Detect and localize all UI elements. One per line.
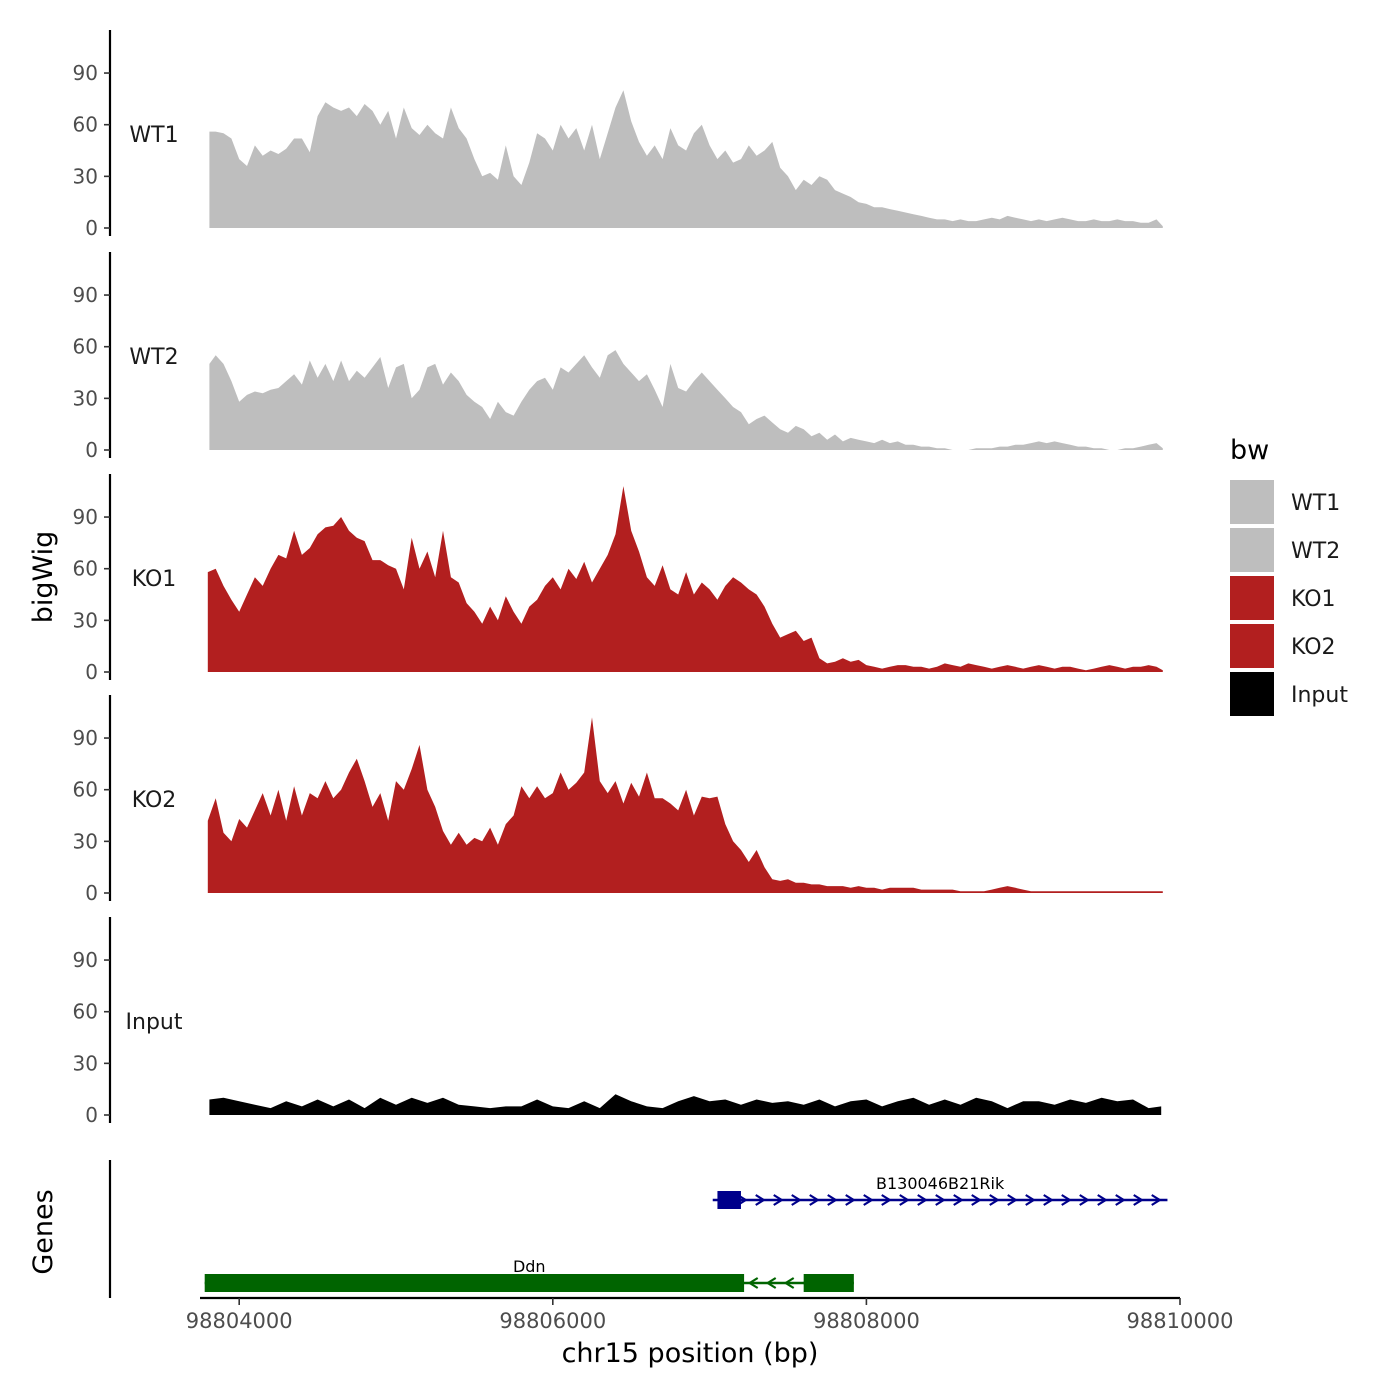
track-input: 0 30 60 90 Input: [73, 917, 1162, 1127]
strand-arrow: [881, 1194, 892, 1206]
legend: bw WT1 WT2 KO1 KO2 Input: [1230, 435, 1348, 716]
area-ko1: [207, 486, 1163, 672]
strand-arrow: [935, 1194, 946, 1206]
legend-key-wt1: [1230, 480, 1274, 524]
track-wt2: 0 30 60 90 WT2: [73, 252, 1163, 462]
y-tick-label: 30: [73, 386, 98, 410]
y-tick-label: 0: [85, 438, 98, 462]
y-tick-label: 0: [85, 881, 98, 905]
track-label: KO1: [132, 567, 177, 592]
strand-arrow: [863, 1194, 874, 1206]
y-tick-label: 60: [73, 557, 98, 581]
y-tick-label: 90: [73, 948, 98, 972]
y-tick-label: 60: [73, 335, 98, 359]
y-tick-label: 0: [85, 1103, 98, 1127]
y-axis-title: bigWig: [28, 531, 59, 624]
x-tick-label: 98810000: [1127, 1309, 1234, 1333]
y-tick-label: 90: [73, 726, 98, 750]
legend-label-ko2: KO2: [1291, 635, 1336, 660]
x-tick-label: 98806000: [499, 1309, 606, 1333]
strand-arrow: [1115, 1194, 1126, 1206]
legend-key-wt2: [1230, 528, 1274, 572]
gene-label: Ddn: [513, 1257, 546, 1276]
legend-key-input: [1230, 672, 1274, 716]
y-tick-label: 30: [73, 829, 98, 853]
exon: [204, 1274, 745, 1292]
y-tick-label: 90: [73, 61, 98, 85]
y-tick-label: 0: [85, 660, 98, 684]
strand-arrow: [1133, 1194, 1144, 1206]
legend-key-ko2: [1230, 624, 1274, 668]
strand-arrow: [1025, 1194, 1036, 1206]
strand-arrow: [791, 1194, 802, 1206]
y-tick-label: 0: [85, 216, 98, 240]
strand-arrow: [989, 1194, 1000, 1206]
area-wt1: [209, 90, 1163, 228]
y-tick-label: 30: [73, 1051, 98, 1075]
strand-arrow: [809, 1194, 820, 1206]
strand-arrow: [953, 1194, 964, 1206]
strand-arrow: [1061, 1194, 1072, 1206]
strand-arrow: [1007, 1194, 1018, 1206]
legend-label-wt2: WT2: [1291, 539, 1340, 564]
y-tick-label: 30: [73, 164, 98, 188]
y-tick-label: 30: [73, 608, 98, 632]
track-label: WT2: [129, 345, 178, 370]
strand-arrow: [747, 1277, 759, 1289]
gene-label: B130046B21Rik: [876, 1174, 1005, 1193]
genes-axis-title: Genes: [28, 1189, 59, 1274]
strand-arrow: [1151, 1194, 1162, 1206]
strand-arrow: [845, 1194, 856, 1206]
track-wt1: 0 30 60 90 WT1: [73, 30, 1163, 240]
gene-track: B130046B21Rik Ddn: [108, 1160, 1168, 1298]
strand-arrow: [917, 1194, 928, 1206]
legend-label-ko1: KO1: [1291, 587, 1336, 612]
legend-label-input: Input: [1291, 683, 1348, 708]
y-tick-label: 60: [73, 778, 98, 802]
strand-arrow: [899, 1194, 910, 1206]
area-ko2: [207, 717, 1163, 893]
strand-arrow: [783, 1277, 795, 1289]
x-tick-label: 98804000: [186, 1309, 293, 1333]
legend-key-ko1: [1230, 576, 1274, 620]
y-tick-label: 60: [73, 1000, 98, 1024]
signal-tracks: 0 30 60 90 WT1 0 30 60 90 WT2 0 30 60 90 KO1 0 30 60 90 KO2…: [73, 30, 1163, 1127]
strand-arrow: [1097, 1194, 1108, 1206]
area-wt2: [209, 350, 1163, 450]
strand-arrow: [1043, 1194, 1054, 1206]
y-tick-label: 90: [73, 283, 98, 307]
y-tick-label: 60: [73, 113, 98, 137]
x-axis-title: chr15 position (bp): [562, 1338, 819, 1369]
strand-arrow: [827, 1194, 838, 1206]
track-label: WT1: [129, 123, 178, 148]
track-ko1: 0 30 60 90 KO1: [73, 474, 1163, 684]
exon: [717, 1191, 741, 1209]
y-tick-label: 90: [73, 505, 98, 529]
area-input: [209, 1094, 1162, 1115]
strand-arrow: [765, 1277, 777, 1289]
track-label: Input: [126, 1010, 183, 1035]
strand-arrow: [971, 1194, 982, 1206]
exon: [803, 1274, 854, 1292]
strand-arrow: [755, 1194, 766, 1206]
gene-b130046b21rik: B130046B21Rik: [712, 1174, 1168, 1209]
gene-ddn: Ddn: [204, 1257, 854, 1292]
legend-label-wt1: WT1: [1291, 491, 1340, 516]
x-axis: 98804000 98806000 98808000 98810000: [186, 1296, 1234, 1333]
legend-title: bw: [1230, 435, 1269, 466]
x-tick-label: 98808000: [813, 1309, 920, 1333]
track-label: KO2: [132, 788, 177, 813]
track-ko2: 0 30 60 90 KO2: [73, 695, 1163, 905]
strand-arrow: [773, 1194, 784, 1206]
strand-arrow: [1079, 1194, 1090, 1206]
